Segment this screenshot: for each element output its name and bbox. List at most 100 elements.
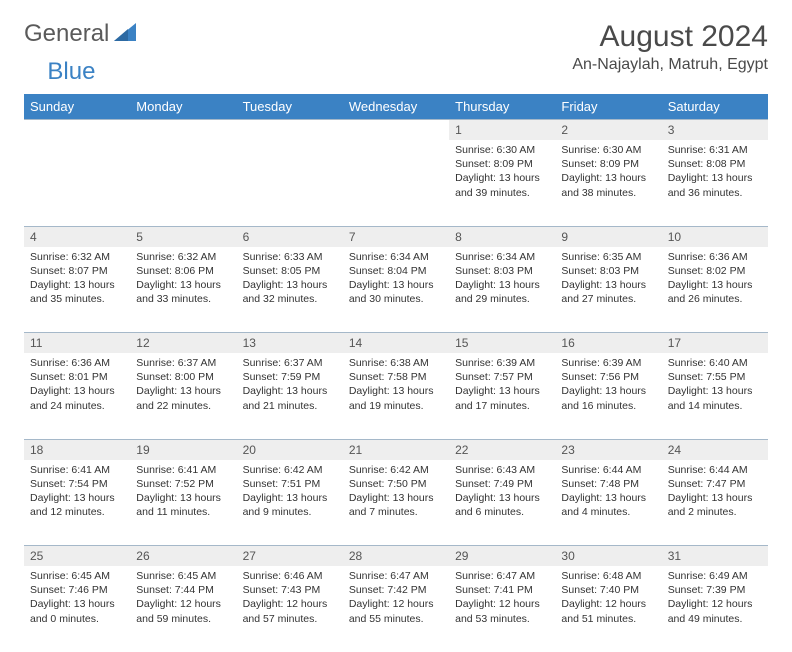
day-content-cell: Sunrise: 6:48 AMSunset: 7:40 PMDaylight:… [555,566,661,652]
sunset-line: Sunset: 8:04 PM [349,264,443,278]
sunset-line: Sunset: 7:44 PM [136,583,230,597]
daylight-line-1: Daylight: 13 hours [455,278,549,292]
sunrise-line: Sunrise: 6:30 AM [455,143,549,157]
sunrise-line: Sunrise: 6:36 AM [668,250,762,264]
day-number-cell: 7 [343,226,449,247]
day-content-row: Sunrise: 6:41 AMSunset: 7:54 PMDaylight:… [24,460,768,546]
daylight-line-2: and 2 minutes. [668,505,762,519]
daylight-line-2: and 35 minutes. [30,292,124,306]
day-content-cell: Sunrise: 6:34 AMSunset: 8:04 PMDaylight:… [343,247,449,333]
day-number-cell: 27 [237,546,343,567]
sunset-line: Sunset: 8:05 PM [243,264,337,278]
day-number-row: 11121314151617 [24,333,768,354]
daylight-line-2: and 49 minutes. [668,612,762,626]
day-details: Sunrise: 6:44 AMSunset: 7:47 PMDaylight:… [662,460,768,526]
day-number-cell: 28 [343,546,449,567]
sunrise-line: Sunrise: 6:37 AM [136,356,230,370]
daylight-line-1: Daylight: 13 hours [561,384,655,398]
sunset-line: Sunset: 8:03 PM [561,264,655,278]
day-details: Sunrise: 6:31 AMSunset: 8:08 PMDaylight:… [662,140,768,206]
daylight-line-1: Daylight: 13 hours [349,384,443,398]
day-details: Sunrise: 6:34 AMSunset: 8:04 PMDaylight:… [343,247,449,313]
sunrise-line: Sunrise: 6:38 AM [349,356,443,370]
day-content-cell: Sunrise: 6:45 AMSunset: 7:44 PMDaylight:… [130,566,236,652]
sunrise-line: Sunrise: 6:34 AM [349,250,443,264]
day-content-cell: Sunrise: 6:35 AMSunset: 8:03 PMDaylight:… [555,247,661,333]
daylight-line-2: and 6 minutes. [455,505,549,519]
day-number-cell: 18 [24,439,130,460]
weekday-header: Monday [130,94,236,120]
daylight-line-1: Daylight: 13 hours [561,171,655,185]
day-number-cell: 15 [449,333,555,354]
daylight-line-1: Daylight: 12 hours [455,597,549,611]
day-number-cell: 20 [237,439,343,460]
day-number-row: 45678910 [24,226,768,247]
day-content-cell: Sunrise: 6:41 AMSunset: 7:54 PMDaylight:… [24,460,130,546]
day-content-cell: Sunrise: 6:30 AMSunset: 8:09 PMDaylight:… [449,140,555,226]
sunset-line: Sunset: 7:40 PM [561,583,655,597]
day-number-cell [343,120,449,141]
sunset-line: Sunset: 8:08 PM [668,157,762,171]
daylight-line-1: Daylight: 13 hours [30,491,124,505]
sunset-line: Sunset: 7:43 PM [243,583,337,597]
day-content-cell: Sunrise: 6:42 AMSunset: 7:51 PMDaylight:… [237,460,343,546]
day-content-cell [343,140,449,226]
day-number-cell: 24 [662,439,768,460]
day-number-cell: 11 [24,333,130,354]
calendar-table: Sunday Monday Tuesday Wednesday Thursday… [24,94,768,652]
day-details: Sunrise: 6:30 AMSunset: 8:09 PMDaylight:… [555,140,661,206]
daylight-line-2: and 0 minutes. [30,612,124,626]
sunrise-line: Sunrise: 6:37 AM [243,356,337,370]
day-details: Sunrise: 6:34 AMSunset: 8:03 PMDaylight:… [449,247,555,313]
daylight-line-1: Daylight: 13 hours [136,278,230,292]
day-details: Sunrise: 6:42 AMSunset: 7:50 PMDaylight:… [343,460,449,526]
day-details: Sunrise: 6:46 AMSunset: 7:43 PMDaylight:… [237,566,343,632]
sunset-line: Sunset: 7:54 PM [30,477,124,491]
daylight-line-2: and 30 minutes. [349,292,443,306]
daylight-line-1: Daylight: 13 hours [30,597,124,611]
daylight-line-2: and 16 minutes. [561,399,655,413]
sunrise-line: Sunrise: 6:41 AM [136,463,230,477]
sunset-line: Sunset: 8:06 PM [136,264,230,278]
day-details: Sunrise: 6:39 AMSunset: 7:56 PMDaylight:… [555,353,661,419]
daylight-line-2: and 38 minutes. [561,186,655,200]
sunrise-line: Sunrise: 6:39 AM [561,356,655,370]
daylight-line-2: and 32 minutes. [243,292,337,306]
day-details: Sunrise: 6:47 AMSunset: 7:42 PMDaylight:… [343,566,449,632]
daylight-line-2: and 7 minutes. [349,505,443,519]
day-details: Sunrise: 6:37 AMSunset: 7:59 PMDaylight:… [237,353,343,419]
day-details: Sunrise: 6:48 AMSunset: 7:40 PMDaylight:… [555,566,661,632]
day-number-cell: 21 [343,439,449,460]
daylight-line-2: and 57 minutes. [243,612,337,626]
sunset-line: Sunset: 7:46 PM [30,583,124,597]
daylight-line-1: Daylight: 13 hours [455,384,549,398]
sunrise-line: Sunrise: 6:46 AM [243,569,337,583]
day-content-cell: Sunrise: 6:43 AMSunset: 7:49 PMDaylight:… [449,460,555,546]
day-content-cell: Sunrise: 6:46 AMSunset: 7:43 PMDaylight:… [237,566,343,652]
day-details: Sunrise: 6:41 AMSunset: 7:52 PMDaylight:… [130,460,236,526]
sunset-line: Sunset: 7:51 PM [243,477,337,491]
day-details: Sunrise: 6:45 AMSunset: 7:46 PMDaylight:… [24,566,130,632]
daylight-line-2: and 9 minutes. [243,505,337,519]
weekday-header: Wednesday [343,94,449,120]
day-content-row: Sunrise: 6:30 AMSunset: 8:09 PMDaylight:… [24,140,768,226]
day-content-cell: Sunrise: 6:37 AMSunset: 8:00 PMDaylight:… [130,353,236,439]
daylight-line-1: Daylight: 13 hours [30,278,124,292]
day-details: Sunrise: 6:44 AMSunset: 7:48 PMDaylight:… [555,460,661,526]
day-content-cell: Sunrise: 6:45 AMSunset: 7:46 PMDaylight:… [24,566,130,652]
sunrise-line: Sunrise: 6:32 AM [136,250,230,264]
daylight-line-1: Daylight: 12 hours [561,597,655,611]
sunset-line: Sunset: 8:09 PM [455,157,549,171]
day-content-cell: Sunrise: 6:39 AMSunset: 7:57 PMDaylight:… [449,353,555,439]
sunrise-line: Sunrise: 6:35 AM [561,250,655,264]
day-details: Sunrise: 6:36 AMSunset: 8:01 PMDaylight:… [24,353,130,419]
day-details: Sunrise: 6:41 AMSunset: 7:54 PMDaylight:… [24,460,130,526]
day-details: Sunrise: 6:42 AMSunset: 7:51 PMDaylight:… [237,460,343,526]
daylight-line-1: Daylight: 13 hours [136,491,230,505]
daylight-line-1: Daylight: 13 hours [455,171,549,185]
daylight-line-2: and 59 minutes. [136,612,230,626]
weekday-header: Friday [555,94,661,120]
day-number-cell [24,120,130,141]
sunset-line: Sunset: 7:56 PM [561,370,655,384]
day-number-cell: 14 [343,333,449,354]
